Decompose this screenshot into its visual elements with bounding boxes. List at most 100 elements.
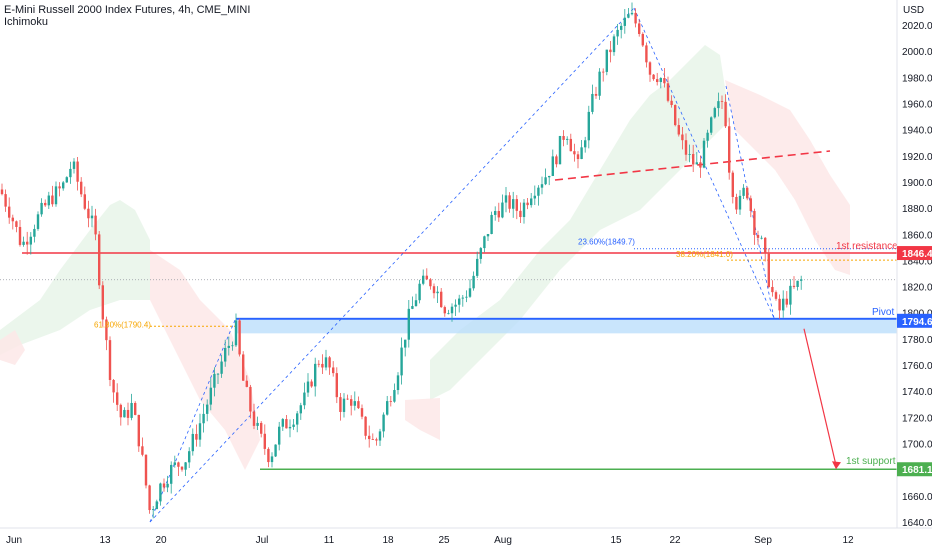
x-tick-label: 22 [669, 535, 681, 546]
candle [105, 319, 108, 341]
y-tick-label: 1980.0 [902, 73, 932, 84]
candle [720, 101, 724, 102]
candle [425, 275, 428, 280]
candle [270, 456, 274, 463]
x-tick-label: Aug [494, 535, 512, 546]
candle [252, 411, 256, 426]
candle [731, 172, 734, 197]
candle [461, 297, 464, 299]
candle [170, 464, 173, 484]
y-tick-label: 1740.0 [902, 387, 932, 398]
candle [450, 306, 454, 314]
pivot-price-tag: 1794.6 [902, 317, 932, 328]
candle [87, 208, 90, 219]
candle [497, 210, 500, 218]
y-tick-label: 1940.0 [902, 126, 932, 137]
x-tick-label: 25 [438, 535, 450, 546]
candle [785, 298, 788, 305]
y-tick-label: 2020.0 [902, 21, 932, 32]
candle [260, 422, 263, 434]
y-tick-label: 1820.0 [902, 283, 932, 294]
candle [659, 78, 662, 83]
candle [80, 181, 83, 195]
x-tick-label: Jul [256, 535, 269, 546]
candle [148, 485, 151, 511]
candle [159, 483, 162, 502]
candle [616, 29, 619, 37]
candle [314, 363, 317, 387]
candle [375, 439, 378, 441]
candle [594, 93, 598, 96]
candle [155, 501, 158, 510]
pivot-label: Pivot [872, 307, 894, 318]
fib-diagonal [149, 7, 635, 523]
fib-label-6180: 61.80%(1790.4) [94, 320, 151, 329]
candle [472, 275, 475, 289]
y-tick-label: 1900.0 [902, 178, 932, 189]
y-tick-label: 1840.0 [902, 256, 932, 267]
candle [641, 34, 644, 46]
candle [299, 405, 302, 414]
candle [285, 419, 288, 429]
candle [396, 375, 400, 391]
candle [717, 101, 720, 109]
candle [724, 101, 727, 127]
candle [317, 363, 320, 365]
y-tick-label: 1640.0 [902, 518, 932, 529]
candle [119, 404, 122, 418]
candle [191, 433, 194, 452]
candle [443, 307, 446, 314]
resistance-price-tag: 1846.4 [902, 249, 932, 260]
candle [76, 161, 79, 182]
candle [220, 361, 223, 374]
candle [227, 345, 230, 348]
price-axis[interactable] [897, 0, 932, 550]
ichimoku-cloud-bear [725, 80, 850, 275]
candle [587, 111, 590, 141]
candle [760, 237, 763, 239]
candle [558, 136, 562, 165]
chart-title: E-Mini Russell 2000 Index Futures, 4h, C… [4, 4, 251, 16]
candle [458, 298, 461, 305]
candle [8, 206, 11, 218]
candle [677, 125, 680, 135]
x-tick-label: 11 [324, 535, 335, 546]
candle [382, 414, 385, 432]
candle [407, 308, 410, 340]
candle [422, 275, 425, 284]
candle [728, 126, 731, 173]
candle [47, 195, 50, 206]
candle [350, 399, 353, 406]
candle [414, 300, 418, 307]
indicator-label: Ichimoku [4, 16, 49, 28]
candle [537, 187, 540, 196]
candle [335, 373, 338, 398]
candle [62, 182, 65, 189]
candle [692, 154, 695, 165]
candle [738, 195, 742, 210]
candle [371, 439, 374, 440]
projection-arrowhead [832, 461, 841, 470]
candle [278, 426, 281, 445]
candle [584, 140, 587, 148]
candle [98, 234, 101, 286]
candle [130, 402, 133, 418]
resistance-price-tag-bg [897, 246, 932, 261]
candle [656, 79, 659, 83]
candle [566, 138, 569, 140]
candle [494, 210, 497, 215]
candle [479, 248, 482, 259]
candle [224, 347, 227, 362]
support-price-tag: 1681.1 [902, 465, 932, 476]
candle [332, 367, 335, 374]
candle [591, 93, 594, 112]
candle [303, 392, 306, 406]
candle [216, 373, 220, 375]
candle [411, 306, 414, 309]
candle [90, 215, 94, 219]
candle [580, 147, 583, 160]
ichimoku-cloud-bull [430, 45, 730, 400]
candle [213, 373, 216, 388]
candle [296, 413, 299, 425]
